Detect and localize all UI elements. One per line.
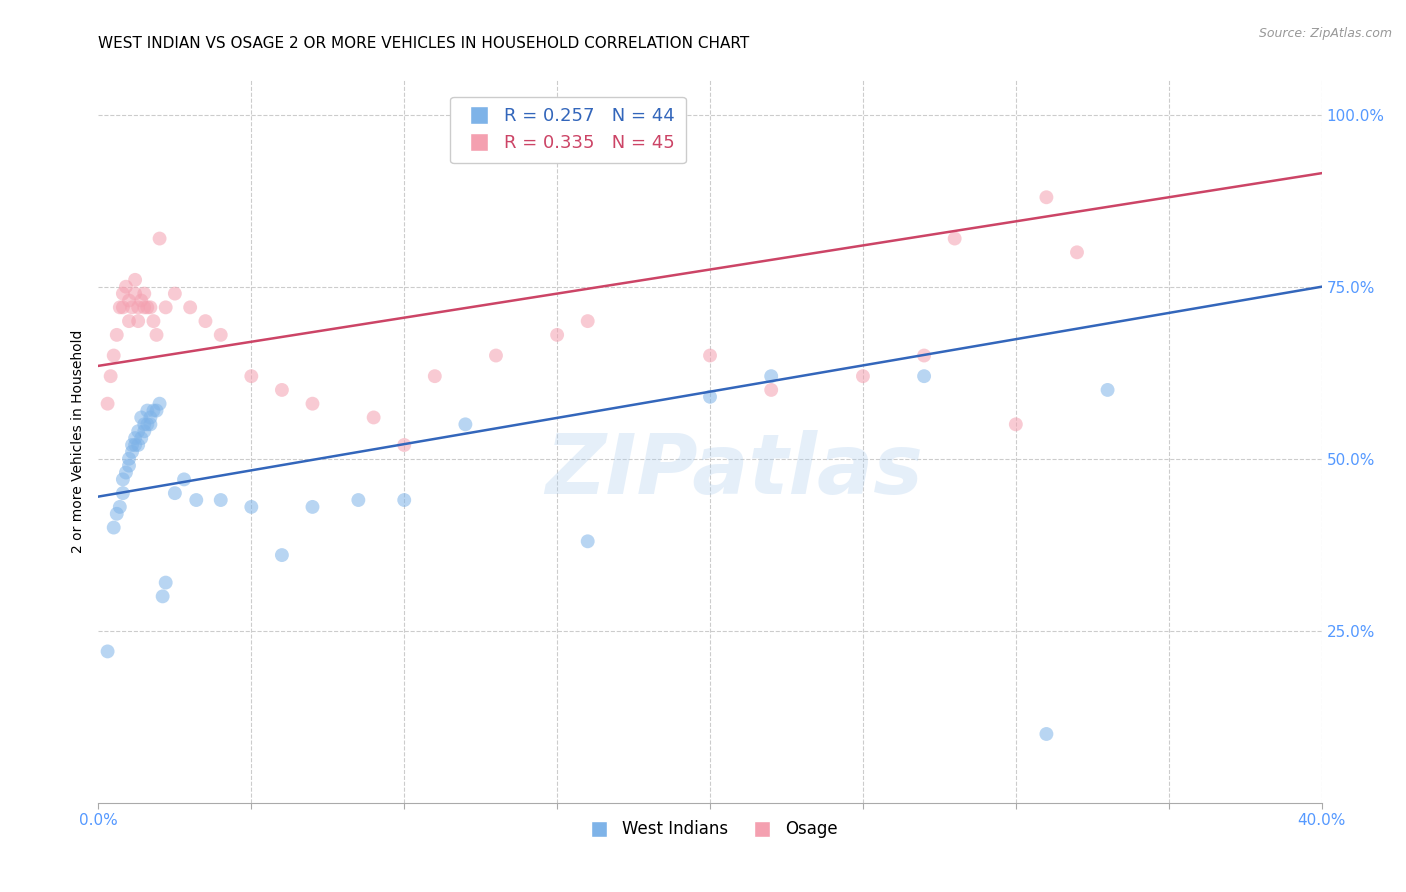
- Point: [111, 286, 134, 301]
- Point: [105, 327, 128, 342]
- Point: [118, 458, 141, 473]
- Point: [111, 301, 134, 315]
- Point: [118, 314, 141, 328]
- Point: [103, 349, 125, 363]
- Point: [111, 472, 134, 486]
- Point: [1066, 245, 1088, 260]
- Point: [97, 644, 120, 658]
- Point: [1004, 417, 1026, 432]
- Point: [152, 590, 174, 604]
- Point: [1097, 383, 1119, 397]
- Point: [943, 231, 966, 245]
- Point: [363, 410, 385, 425]
- Point: [392, 493, 416, 508]
- Point: [546, 327, 568, 342]
- Point: [759, 369, 782, 384]
- Point: [145, 403, 167, 417]
- Point: [270, 383, 292, 397]
- Point: [139, 301, 162, 315]
- Point: [759, 383, 782, 397]
- Point: [155, 301, 177, 315]
- Point: [270, 548, 292, 562]
- Point: [108, 500, 131, 514]
- Point: [118, 451, 141, 466]
- Point: [852, 369, 875, 384]
- Point: [240, 369, 263, 384]
- Point: [912, 369, 935, 384]
- Point: [240, 500, 263, 514]
- Point: [134, 417, 156, 432]
- Point: [127, 438, 149, 452]
- Point: [155, 575, 177, 590]
- Point: [163, 486, 186, 500]
- Point: [124, 273, 146, 287]
- Point: [576, 534, 599, 549]
- Point: [115, 466, 138, 480]
- Point: [142, 403, 165, 417]
- Text: WEST INDIAN VS OSAGE 2 OR MORE VEHICLES IN HOUSEHOLD CORRELATION CHART: WEST INDIAN VS OSAGE 2 OR MORE VEHICLES …: [98, 36, 749, 51]
- Point: [105, 507, 128, 521]
- Point: [194, 314, 217, 328]
- Point: [301, 500, 323, 514]
- Point: [173, 472, 195, 486]
- Text: Source: ZipAtlas.com: Source: ZipAtlas.com: [1258, 27, 1392, 40]
- Point: [103, 520, 125, 534]
- Point: [423, 369, 446, 384]
- Point: [186, 493, 208, 508]
- Point: [134, 424, 156, 438]
- Point: [454, 417, 477, 432]
- Legend: West Indians, Osage: West Indians, Osage: [575, 814, 845, 845]
- Point: [134, 286, 156, 301]
- Point: [139, 410, 162, 425]
- Point: [121, 438, 143, 452]
- Point: [127, 314, 149, 328]
- Point: [124, 431, 146, 445]
- Point: [118, 293, 141, 308]
- Point: [699, 349, 721, 363]
- Point: [129, 293, 152, 308]
- Point: [179, 301, 201, 315]
- Point: [124, 438, 146, 452]
- Point: [149, 397, 172, 411]
- Point: [108, 301, 131, 315]
- Point: [209, 327, 232, 342]
- Point: [392, 438, 416, 452]
- Point: [124, 286, 146, 301]
- Point: [576, 314, 599, 328]
- Point: [301, 397, 323, 411]
- Point: [912, 349, 935, 363]
- Point: [121, 301, 143, 315]
- Point: [134, 301, 156, 315]
- Point: [111, 486, 134, 500]
- Point: [115, 279, 138, 293]
- Point: [129, 431, 152, 445]
- Point: [145, 327, 167, 342]
- Point: [149, 231, 172, 245]
- Y-axis label: 2 or more Vehicles in Household: 2 or more Vehicles in Household: [72, 330, 86, 553]
- Point: [127, 424, 149, 438]
- Point: [1035, 727, 1057, 741]
- Point: [163, 286, 186, 301]
- Point: [100, 369, 122, 384]
- Point: [127, 301, 149, 315]
- Point: [1035, 190, 1057, 204]
- Point: [136, 417, 159, 432]
- Point: [485, 349, 508, 363]
- Point: [121, 445, 143, 459]
- Point: [129, 410, 152, 425]
- Point: [699, 390, 721, 404]
- Point: [142, 314, 165, 328]
- Point: [136, 301, 159, 315]
- Point: [136, 403, 159, 417]
- Point: [209, 493, 232, 508]
- Text: ZIPatlas: ZIPatlas: [546, 430, 924, 511]
- Point: [97, 397, 120, 411]
- Point: [347, 493, 370, 508]
- Point: [139, 417, 162, 432]
